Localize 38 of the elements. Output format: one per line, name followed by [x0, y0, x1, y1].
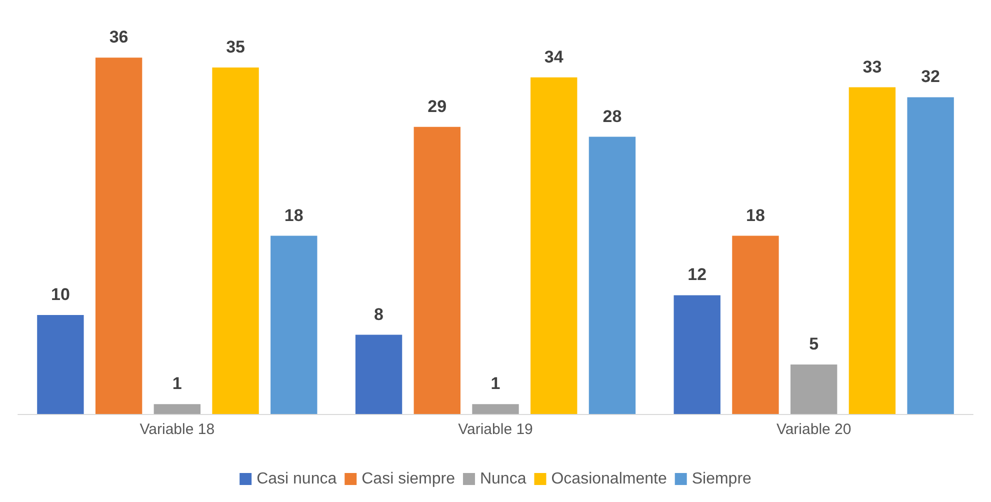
- bar: [732, 236, 779, 414]
- x-tick-label: Variable 20: [776, 421, 852, 438]
- data-label: 29: [428, 96, 447, 116]
- bar: [530, 77, 578, 414]
- bar: [588, 136, 636, 414]
- legend-label: Siempre: [692, 470, 752, 488]
- bar: [472, 404, 519, 414]
- data-label: 1: [490, 374, 500, 394]
- data-label: 18: [746, 206, 765, 225]
- bar: [848, 87, 896, 414]
- bar: [37, 315, 84, 414]
- bar: [270, 236, 318, 414]
- x-tick-label: Variable 19: [458, 421, 533, 438]
- data-label: 12: [688, 265, 707, 284]
- bar: [355, 334, 402, 414]
- data-label: 33: [862, 57, 882, 76]
- bar: [212, 68, 259, 414]
- data-label: 28: [602, 106, 622, 126]
- data-label: 8: [374, 304, 384, 324]
- bar: [907, 97, 954, 414]
- x-tick-label: Variable 18: [140, 421, 215, 438]
- bar: [414, 126, 460, 414]
- legend-label: Casi nunca: [256, 470, 337, 488]
- data-label: 1: [172, 374, 182, 394]
- legend-label: Casi siempre: [362, 470, 456, 488]
- data-label: 36: [109, 28, 128, 47]
- data-label: 5: [809, 334, 819, 354]
- data-label: 10: [50, 285, 70, 304]
- data-label: 34: [544, 47, 564, 66]
- bar: [790, 364, 838, 414]
- legend-label: Ocasionalmente: [551, 470, 667, 488]
- legend-label: Nunca: [480, 470, 526, 488]
- data-label: 18: [284, 206, 304, 225]
- bar: [95, 58, 142, 414]
- bar: [154, 404, 201, 414]
- bar: [674, 295, 720, 414]
- data-label: 32: [921, 67, 940, 86]
- data-label: 35: [226, 38, 245, 56]
